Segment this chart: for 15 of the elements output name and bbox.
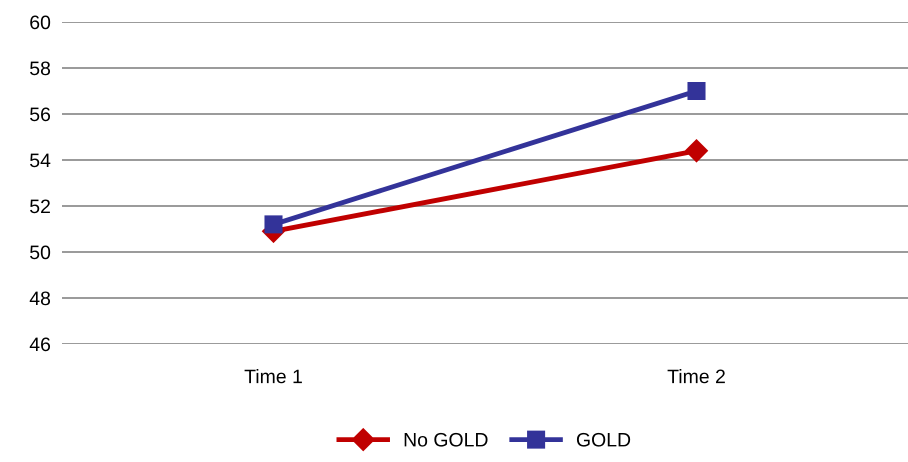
legend-label: No GOLD	[404, 432, 488, 447]
y-tick-label: 60	[30, 15, 50, 30]
y-tick-label: 48	[30, 291, 50, 306]
y-tick-label: 50	[30, 245, 50, 260]
y-tick-label: 52	[30, 199, 50, 214]
y-tick-label: 56	[30, 107, 50, 122]
y-tick-label: 54	[30, 154, 50, 168]
point	[685, 139, 708, 162]
y-tick-label: 58	[30, 61, 50, 76]
legend-label: GOLD	[576, 432, 630, 447]
point	[687, 82, 706, 100]
point	[264, 215, 283, 234]
x-tick-label: Time 1	[244, 369, 302, 384]
x-tick-label: Time 2	[668, 369, 725, 384]
y-tick-label: 46	[30, 337, 50, 352]
